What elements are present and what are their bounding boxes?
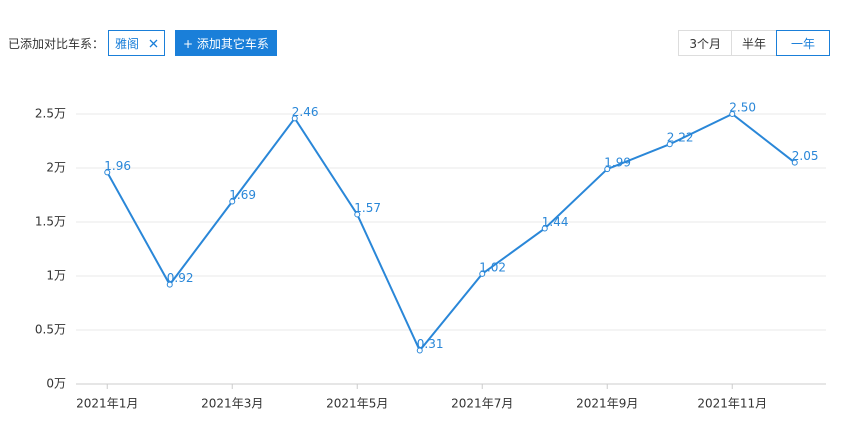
y-tick-label: 0.5万: [35, 323, 66, 337]
close-icon[interactable]: [149, 39, 158, 48]
x-tick-label: 2021年3月: [201, 397, 263, 411]
value-label: 1.99: [604, 156, 631, 170]
point: [104, 169, 111, 176]
value-label: 0.31: [417, 337, 444, 351]
value-label: 1.96: [104, 159, 131, 173]
compare-bar: 已添加对比车系： 雅阁 + 添加其它车系: [8, 30, 277, 56]
value-label: 2.46: [292, 105, 319, 119]
x-tick-label: 2021年11月: [697, 397, 767, 411]
y-tick-label: 1万: [46, 269, 66, 283]
value-label: 2.50: [729, 101, 756, 115]
x-tick-label: 2021年5月: [326, 397, 388, 411]
range-switch: 3个月 半年 一年: [678, 30, 830, 56]
x-tick-label: 2021年9月: [576, 397, 638, 411]
point: [791, 159, 798, 166]
compare-label: 已添加对比车系：: [8, 36, 105, 51]
series-tag[interactable]: 雅阁: [108, 30, 166, 56]
value-label: 1.57: [354, 201, 381, 215]
point: [354, 211, 361, 218]
value-label: 1.44: [542, 215, 569, 229]
y-tick-label: 1.5万: [35, 215, 66, 229]
y-tick-label: 2万: [46, 161, 66, 175]
point: [229, 198, 236, 205]
add-button[interactable]: + 添加其它车系: [175, 30, 277, 56]
y-tick-label: 2.5万: [35, 107, 66, 121]
line: [106, 112, 796, 353]
value-label: 2.05: [792, 149, 819, 163]
point: [666, 141, 673, 148]
point: [291, 115, 298, 122]
range-option[interactable]: 一年: [775, 30, 830, 56]
point: [729, 111, 736, 117]
point: [166, 281, 173, 288]
tag-text: 雅阁: [115, 36, 140, 51]
value-label: 2.22: [667, 131, 694, 145]
value-label: 0.92: [167, 271, 194, 285]
point: [604, 166, 611, 173]
value-label: 1.02: [479, 260, 506, 274]
point: [479, 270, 486, 277]
value-label: 1.69: [229, 188, 256, 202]
point: [416, 347, 423, 354]
x-tick-label: 2021年1月: [76, 397, 138, 411]
y-tick-label: 0万: [46, 377, 66, 391]
x-tick-label: 2021年7月: [451, 397, 513, 411]
point: [541, 225, 548, 232]
